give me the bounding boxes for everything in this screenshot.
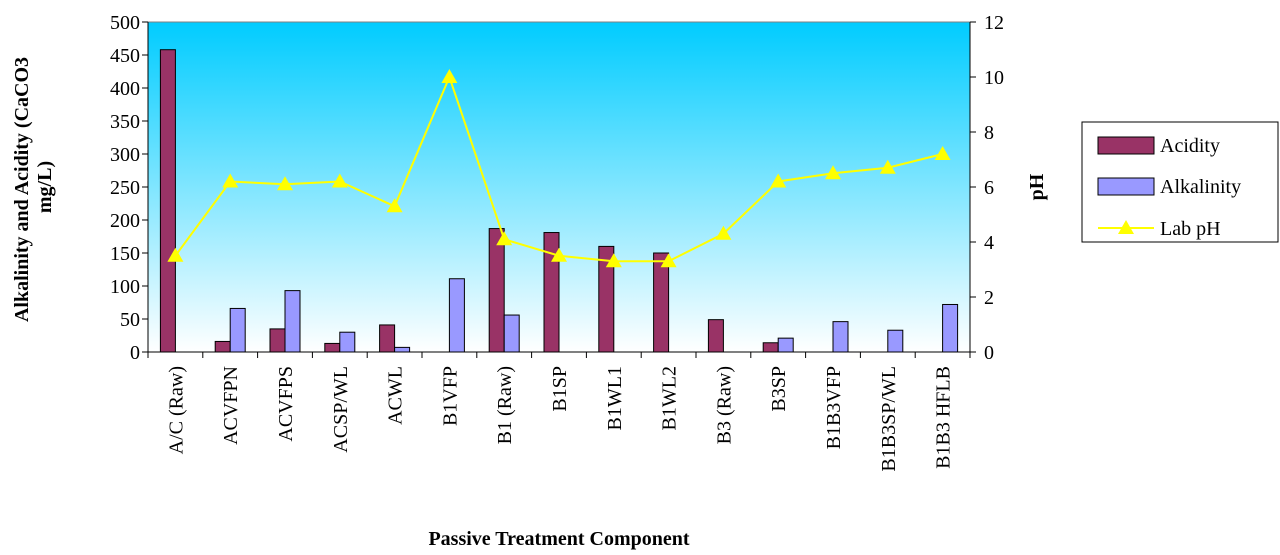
bars-layer — [159, 49, 959, 353]
acidity-bar — [653, 252, 670, 353]
x-tick-label: B1B3VFP — [823, 366, 845, 449]
y-tick-label: 150 — [110, 243, 140, 265]
y2-tick-label: 6 — [984, 177, 994, 199]
ph-point-marker — [715, 225, 732, 240]
y-tick-label: 100 — [110, 276, 140, 298]
x-axis-title: Passive Treatment Component — [428, 528, 689, 550]
x-tick-label: B1 (Raw) — [494, 366, 516, 444]
alkalinity-bar — [394, 346, 411, 353]
acidity-bar — [707, 319, 724, 353]
alkalinity-bar — [887, 329, 904, 353]
acidity-bar — [214, 340, 231, 353]
x-tick-label: B1SP — [549, 366, 571, 412]
acidity-bar — [762, 342, 779, 353]
alkalinity-bar — [503, 314, 520, 353]
ph-point-marker — [496, 231, 513, 246]
acidity-bar — [159, 49, 176, 353]
y-tick-label: 400 — [110, 78, 140, 100]
ph-point-marker — [331, 173, 348, 188]
x-tick-label: B1B3SP/WL — [878, 366, 900, 472]
ph-point-marker — [441, 69, 458, 83]
alkalinity-bar — [832, 321, 849, 353]
y-axis-title-line-1: Alkalinity and Acidity (CaCO3 — [11, 57, 33, 322]
acidity-bar — [379, 324, 396, 353]
legend-alkalinity-swatch — [1097, 177, 1155, 196]
x-tick-label: ACVFPN — [220, 366, 242, 445]
x-tick-label: A/C (Raw) — [165, 366, 187, 454]
x-tick-label: B3SP — [768, 366, 790, 412]
alkalinity-bar — [229, 307, 246, 353]
x-tick-label: ACWL — [385, 366, 407, 425]
y-tick-label: 0 — [130, 342, 140, 364]
x-tick-label: B1VFP — [439, 366, 461, 426]
y-tick-label: 500 — [110, 12, 140, 34]
y-tick-label: 200 — [110, 210, 140, 232]
x-tick-label: B1B3 HFLB — [933, 366, 955, 469]
y-tick-label: 350 — [110, 111, 140, 133]
legend-acidity-swatch — [1097, 136, 1155, 155]
legend: Acidity Alkalinity Lab pH — [1081, 121, 1279, 243]
acidity-bar — [324, 342, 341, 353]
y-tick-label: 50 — [120, 309, 140, 331]
x-tick-label: B1WL2 — [659, 366, 681, 430]
x-tick-label: ACSP/WL — [330, 366, 352, 453]
alkalinity-bar — [284, 290, 301, 353]
y2-tick-label: 12 — [984, 12, 1004, 34]
y-axis-title: Alkalinity and Acidity (CaCO3 mg/L) — [11, 52, 56, 322]
y2-tick-label: 8 — [984, 122, 994, 144]
axes-layer: 0 50 100 150 200 250 300 350 400 450 500 0 2 4 6 8 10 12 A… — [110, 12, 1004, 472]
y-tick-label: 250 — [110, 177, 140, 199]
ph-line-layer — [167, 69, 951, 268]
x-tick-label: ACVFPS — [275, 366, 297, 442]
acidity-bar — [269, 328, 286, 353]
ph-point-marker — [934, 146, 951, 160]
legend-alkalinity-label: Alkalinity — [1160, 176, 1241, 198]
ph-point-marker — [551, 247, 567, 262]
alkalinity-bar — [339, 331, 356, 353]
ph-point-marker — [825, 165, 841, 180]
y-tick-label: 300 — [110, 144, 140, 166]
y2-tick-label: 10 — [984, 67, 1004, 89]
legend-lab-ph-marker — [1118, 220, 1134, 234]
y-axis-title-line-2: mg/L) — [34, 161, 56, 213]
ph-point-marker — [167, 247, 184, 262]
alkalinity-bar — [777, 337, 794, 353]
legend-acidity-label: Acidity — [1160, 135, 1220, 157]
x-tick-label: B1WL1 — [604, 366, 626, 430]
y2-tick-label: 2 — [984, 287, 994, 309]
y-tick-label: 450 — [110, 45, 140, 67]
ph-point-marker — [770, 173, 787, 188]
legend-lab-ph-label: Lab pH — [1160, 218, 1221, 240]
y2-axis-title: pH — [1026, 173, 1048, 200]
alkalinity-bar — [448, 278, 465, 353]
ph-point-marker — [277, 176, 293, 191]
acidity-bar — [488, 228, 505, 353]
y2-tick-label: 4 — [984, 232, 994, 254]
y2-tick-label: 0 — [984, 342, 994, 364]
acidity-bar — [543, 232, 560, 353]
ph-point-marker — [386, 198, 403, 213]
ph-point-marker — [605, 253, 622, 268]
x-tick-label: B3 (Raw) — [713, 366, 735, 444]
alkalinity-bar — [942, 303, 959, 353]
ph-point-marker — [222, 173, 239, 188]
ph-point-marker — [660, 253, 677, 268]
ph-point-marker — [879, 159, 896, 174]
